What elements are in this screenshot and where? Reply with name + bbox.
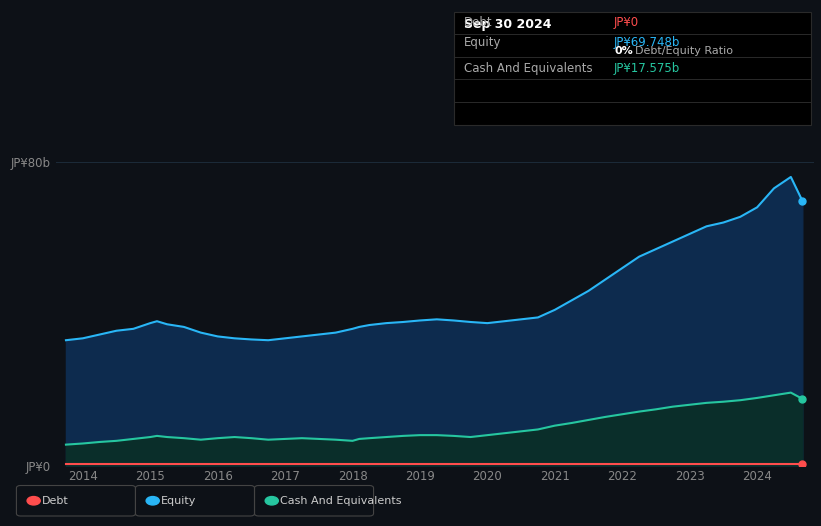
Text: Equity: Equity xyxy=(161,495,196,506)
Text: JP¥17.575b: JP¥17.575b xyxy=(614,62,681,75)
Text: Debt/Equity Ratio: Debt/Equity Ratio xyxy=(635,46,732,56)
Text: Equity: Equity xyxy=(464,36,502,48)
Text: JP¥69.748b: JP¥69.748b xyxy=(614,36,681,48)
Text: JP¥0: JP¥0 xyxy=(614,16,640,29)
Text: Cash And Equivalents: Cash And Equivalents xyxy=(464,62,593,75)
Text: 0%: 0% xyxy=(614,46,633,56)
Text: Sep 30 2024: Sep 30 2024 xyxy=(464,17,552,31)
Text: Cash And Equivalents: Cash And Equivalents xyxy=(280,495,401,506)
Text: Debt: Debt xyxy=(42,495,69,506)
Text: Debt: Debt xyxy=(464,16,493,29)
